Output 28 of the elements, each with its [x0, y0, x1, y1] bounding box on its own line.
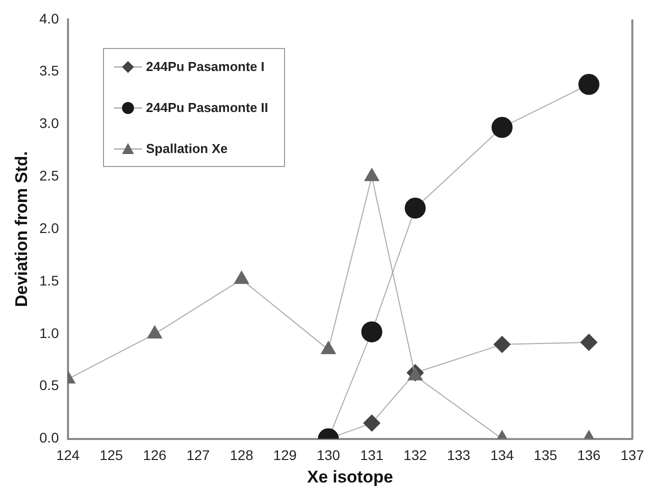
y-tick-label: 1.0 — [39, 324, 60, 341]
x-tick-label: 124 — [56, 447, 80, 464]
y-tick-label: 4.0 — [39, 10, 60, 26]
y-tick-label: 1.5 — [39, 272, 60, 288]
y-tick-label: 3.5 — [39, 62, 60, 79]
x-tick-label: 131 — [360, 447, 384, 464]
legend-label: 244Pu Pasamonte I — [146, 59, 264, 74]
y-tick-label: 2.5 — [39, 168, 60, 184]
legend-label: 244Pu Pasamonte II — [146, 100, 268, 115]
y-tick-label: 0.0 — [39, 430, 60, 446]
x-tick-label: 128 — [230, 447, 254, 464]
x-tick-label: 129 — [273, 447, 297, 464]
y-axis-title: Deviation from Std. — [12, 151, 31, 308]
x-tick-label: 126 — [143, 447, 167, 464]
y-tick-label: 2.0 — [39, 220, 60, 236]
x-tick-label: 125 — [100, 447, 124, 464]
x-axis-title: Xe isotope — [307, 467, 394, 486]
x-tick-label: 133 — [446, 447, 471, 464]
y-tick-label: 0.5 — [39, 377, 60, 394]
legend-label: Spallation Xe — [146, 141, 228, 156]
x-tick-label: 132 — [404, 447, 428, 464]
y-tick-label: 3.0 — [39, 115, 60, 132]
x-tick-label: 127 — [186, 447, 210, 464]
x-tick-label: 134 — [490, 447, 514, 464]
x-tick-label: 136 — [577, 447, 601, 464]
x-tick-label: 135 — [534, 447, 558, 464]
x-tick-label: 137 — [620, 447, 644, 464]
x-tick-label: 130 — [316, 447, 340, 464]
